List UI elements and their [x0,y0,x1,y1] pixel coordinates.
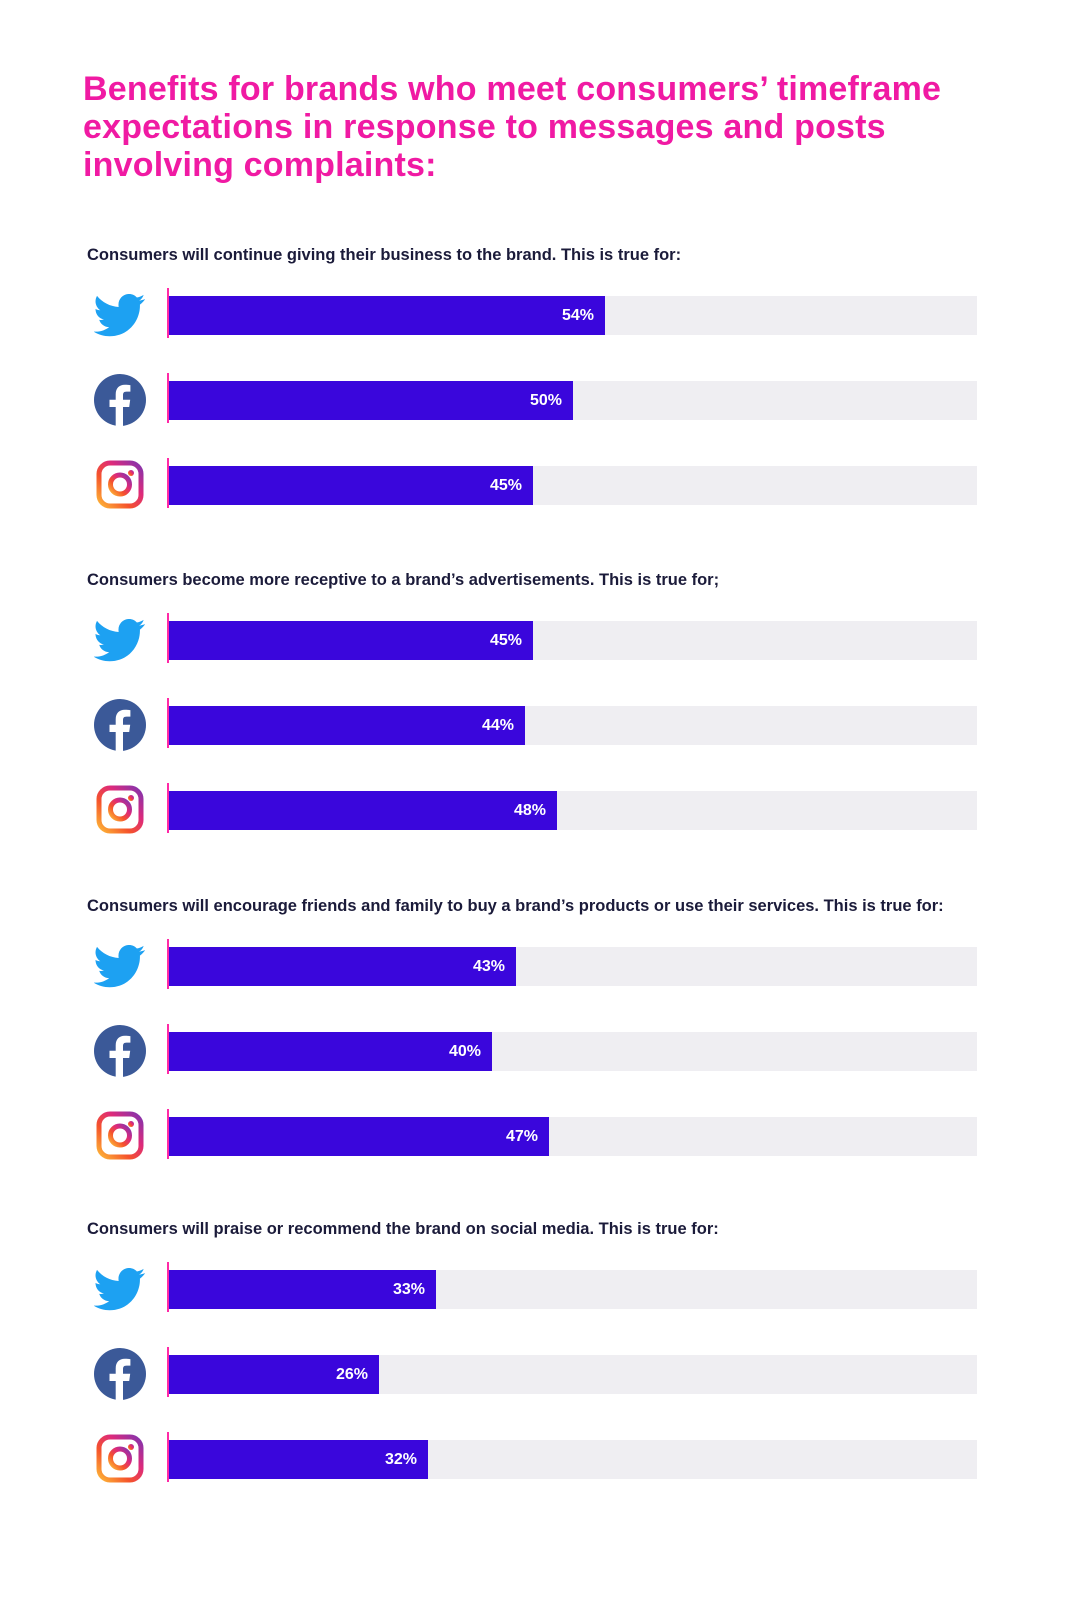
bar-row: 45% [0,458,1088,512]
axis-line [167,613,169,663]
axis-line [167,373,169,423]
twitter-glyph [94,944,146,988]
twitter-glyph [94,1267,146,1311]
axis-line [167,1024,169,1074]
section-label: Consumers will encourage friends and fam… [87,897,944,915]
instagram-glyph [96,785,144,834]
bar: 45% [169,621,533,660]
axis-line [167,1109,169,1159]
axis-line [167,783,169,833]
bar: 45% [169,466,533,505]
bar-track: 44% [169,706,977,745]
bar-row: 43% [0,939,1088,993]
twitter-icon [94,1263,146,1315]
bar: 40% [169,1032,492,1071]
instagram-icon [94,1433,146,1485]
bar-track: 26% [169,1355,977,1394]
axis-line [167,1347,169,1397]
bar-value-label: 32% [384,1451,417,1468]
bar: 26% [169,1355,379,1394]
axis-line [167,1262,169,1312]
bar-row: 33% [0,1262,1088,1316]
bar-track: 50% [169,381,977,420]
instagram-icon [94,459,146,511]
bar-track: 47% [169,1117,977,1156]
bar: 32% [169,1440,428,1479]
bar-value-label: 50% [529,392,562,409]
bar: 44% [169,706,525,745]
twitter-glyph [94,293,146,337]
bar-track: 40% [169,1032,977,1071]
bar-track: 32% [169,1440,977,1479]
bar-value-label: 47% [505,1128,538,1145]
section-label: Consumers will continue giving their bus… [87,246,682,264]
bar-value-label: 45% [489,477,522,494]
bar-row: 45% [0,613,1088,667]
facebook-glyph [94,1025,146,1077]
bar-row: 32% [0,1432,1088,1486]
instagram-icon [94,1110,146,1162]
instagram-icon [94,784,146,836]
section-label: Consumers will praise or recommend the b… [87,1220,719,1238]
instagram-glyph [96,460,144,509]
axis-line [167,288,169,338]
instagram-glyph [96,1111,144,1160]
bar-value-label: 33% [392,1281,425,1298]
facebook-icon [94,374,146,426]
bar: 33% [169,1270,436,1309]
twitter-glyph [94,618,146,662]
facebook-icon [94,1348,146,1400]
bar-track: 54% [169,296,977,335]
bar-row: 44% [0,698,1088,752]
bar-value-label: 45% [489,632,522,649]
bar: 54% [169,296,605,335]
bar: 43% [169,947,516,986]
bar-track: 33% [169,1270,977,1309]
page-title: Benefits for brands who meet consumers’ … [83,70,942,184]
facebook-icon [94,1025,146,1077]
bar-track: 45% [169,466,977,505]
axis-line [167,698,169,748]
bar-track: 43% [169,947,977,986]
bar-value-label: 43% [472,958,505,975]
bar-row: 54% [0,288,1088,342]
bar: 48% [169,791,557,830]
bar-value-label: 40% [448,1043,481,1060]
bar-value-label: 54% [561,307,594,324]
bar-value-label: 48% [513,802,546,819]
bar-row: 50% [0,373,1088,427]
bar-track: 48% [169,791,977,830]
twitter-icon [94,614,146,666]
bar-row: 47% [0,1109,1088,1163]
axis-line [167,1432,169,1482]
bar-row: 40% [0,1024,1088,1078]
bar-row: 26% [0,1347,1088,1401]
facebook-glyph [94,374,146,426]
axis-line [167,458,169,508]
facebook-glyph [94,699,146,751]
twitter-icon [94,289,146,341]
axis-line [167,939,169,989]
bar-row: 48% [0,783,1088,837]
facebook-icon [94,699,146,751]
bar-value-label: 44% [481,717,514,734]
facebook-glyph [94,1348,146,1400]
section-label: Consumers become more receptive to a bra… [87,571,720,589]
bar-track: 45% [169,621,977,660]
bar-value-label: 26% [335,1366,368,1383]
twitter-icon [94,940,146,992]
bar: 50% [169,381,573,420]
bar: 47% [169,1117,549,1156]
instagram-glyph [96,1434,144,1483]
